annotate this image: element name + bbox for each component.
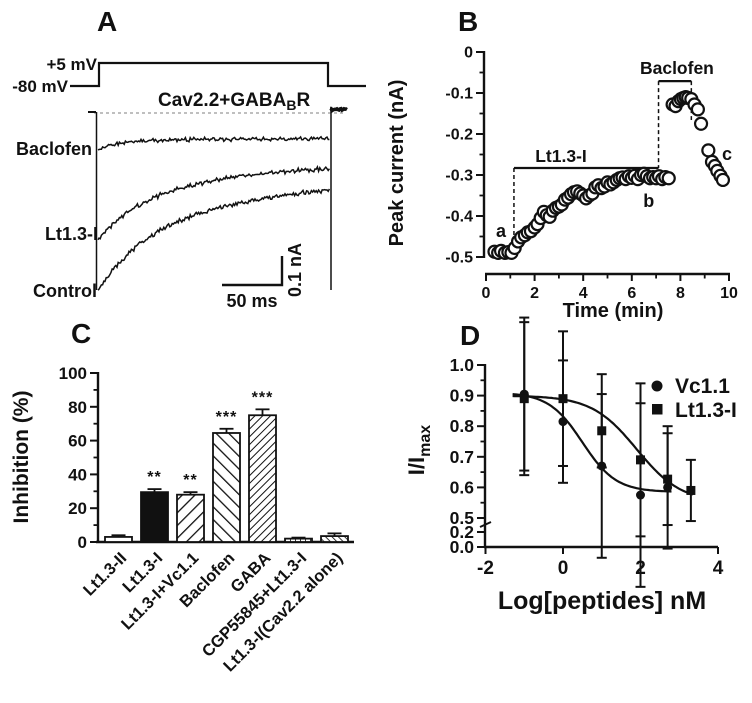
bar-3 [212,432,241,543]
y-tick-label: 0 [464,45,473,62]
panel-b-timecourse-plot: 0 -0.1 -0.2 -0.3 -0.4 -0.5 0 2 4 6 8 10 Time (min) Pe… [386,45,738,323]
holding-voltage-label: -80 mV [12,77,68,96]
trace-label-control: Control [33,281,97,301]
y-tick-label: 0.8 [450,416,475,436]
y-tick-label: -0.4 [445,209,473,226]
x-axis-title: Log[peptides] nM [498,587,706,615]
trace-baclofen [97,135,330,151]
trace-lt1.3-i [97,164,331,241]
panel-d-dose-response-plot: 1.00.90.80.70.60.50.20.0-2024Log[peptide… [404,316,737,615]
y-tick-label: 80 [68,398,87,417]
bar-2 [176,493,205,543]
scale-bar [222,256,284,287]
baclofen-application-label: Baclofen [640,58,714,78]
scale-time-label: 50 ms [226,291,277,311]
panel-a-current-traces: +5 mV -80 mV Cav2.2+GABABR Baclofen Lt1.3-I C… [12,55,366,311]
axis-break-mark [479,521,492,528]
trace-control [97,188,331,291]
y-tick-label: -0.5 [445,250,473,267]
category-label: Lt1.3-II [80,549,130,599]
y-tick-label: 60 [68,432,87,451]
x-tick-label: 4 [579,285,588,302]
y-tick-label: -0.1 [445,86,473,103]
panel-label-d: D [460,320,481,351]
annotation-a: a [496,221,507,241]
y-tick-label: 0.6 [450,477,475,497]
trace-label-baclofen: Baclofen [16,139,92,159]
tail-current [329,106,348,114]
bar-5 [284,537,313,543]
axes [476,51,730,281]
legend-label-vc11: Vc1.1 [675,375,730,398]
legend-circle-marker [651,380,663,392]
annotation-c: c [722,144,732,164]
scale-current-label: 0.1 nA [285,243,305,297]
x-tick-label: 4 [713,558,724,579]
y-axis-title: Inhibition (%) [10,391,33,524]
bar-6 [320,535,349,543]
fit-curve-vc1.1 [512,393,672,493]
y-tick-label: 0.7 [450,447,474,467]
step-voltage-label: +5 mV [46,55,97,74]
y-tick-label: 0.0 [450,537,475,557]
lt13i-application-label: Lt1.3-I [535,146,587,166]
panel-label-c: C [71,318,92,349]
bar-1 [140,491,169,543]
x-tick-label: 2 [530,285,539,302]
y-tick-label: 0 [78,533,87,552]
x-tick-label: 6 [627,285,636,302]
significance-stars: ** [147,469,161,486]
x-tick-label: 10 [720,285,738,302]
x-tick-label: 8 [676,285,685,302]
bar-4 [248,414,277,543]
significance-stars: *** [252,389,274,406]
x-tick-label: 0 [558,558,569,579]
y-tick-label: 0.5 [450,508,475,528]
y-tick-label: 100 [59,364,87,383]
trace-label-lt13i: Lt1.3-I [45,224,98,244]
y-tick-label: 1.0 [450,355,475,375]
y-tick-label: 0.9 [450,386,475,406]
voltage-step-protocol [70,61,366,88]
x-tick-label: 0 [482,285,491,302]
significance-stars: ** [183,472,197,489]
bar-0 [104,536,133,543]
x-axis-title: Time (min) [563,300,664,322]
condition-title: Cav2.2+GABABR [158,90,310,113]
y-tick-label: 0.2 [450,522,475,542]
series-lt1.3-i [519,321,696,538]
legend-square-marker [652,404,663,415]
x-tick-label: -2 [477,558,494,579]
y-tick-label: -0.3 [445,168,473,185]
y-tick-label: 20 [68,499,87,518]
annotation-b: b [643,191,654,211]
y-tick-label: -0.2 [445,127,473,144]
panel-label-a: A [97,6,118,37]
peak-current-data-points [487,89,731,260]
y-tick-label: 40 [68,465,87,484]
panel-label-b: B [458,6,479,37]
y-axis-title: I/Imax [404,425,434,475]
legend-label-lt13i: Lt1.3-I [675,399,737,422]
significance-stars: *** [216,409,238,426]
y-axis-title: Peak current (nA) [386,80,408,247]
